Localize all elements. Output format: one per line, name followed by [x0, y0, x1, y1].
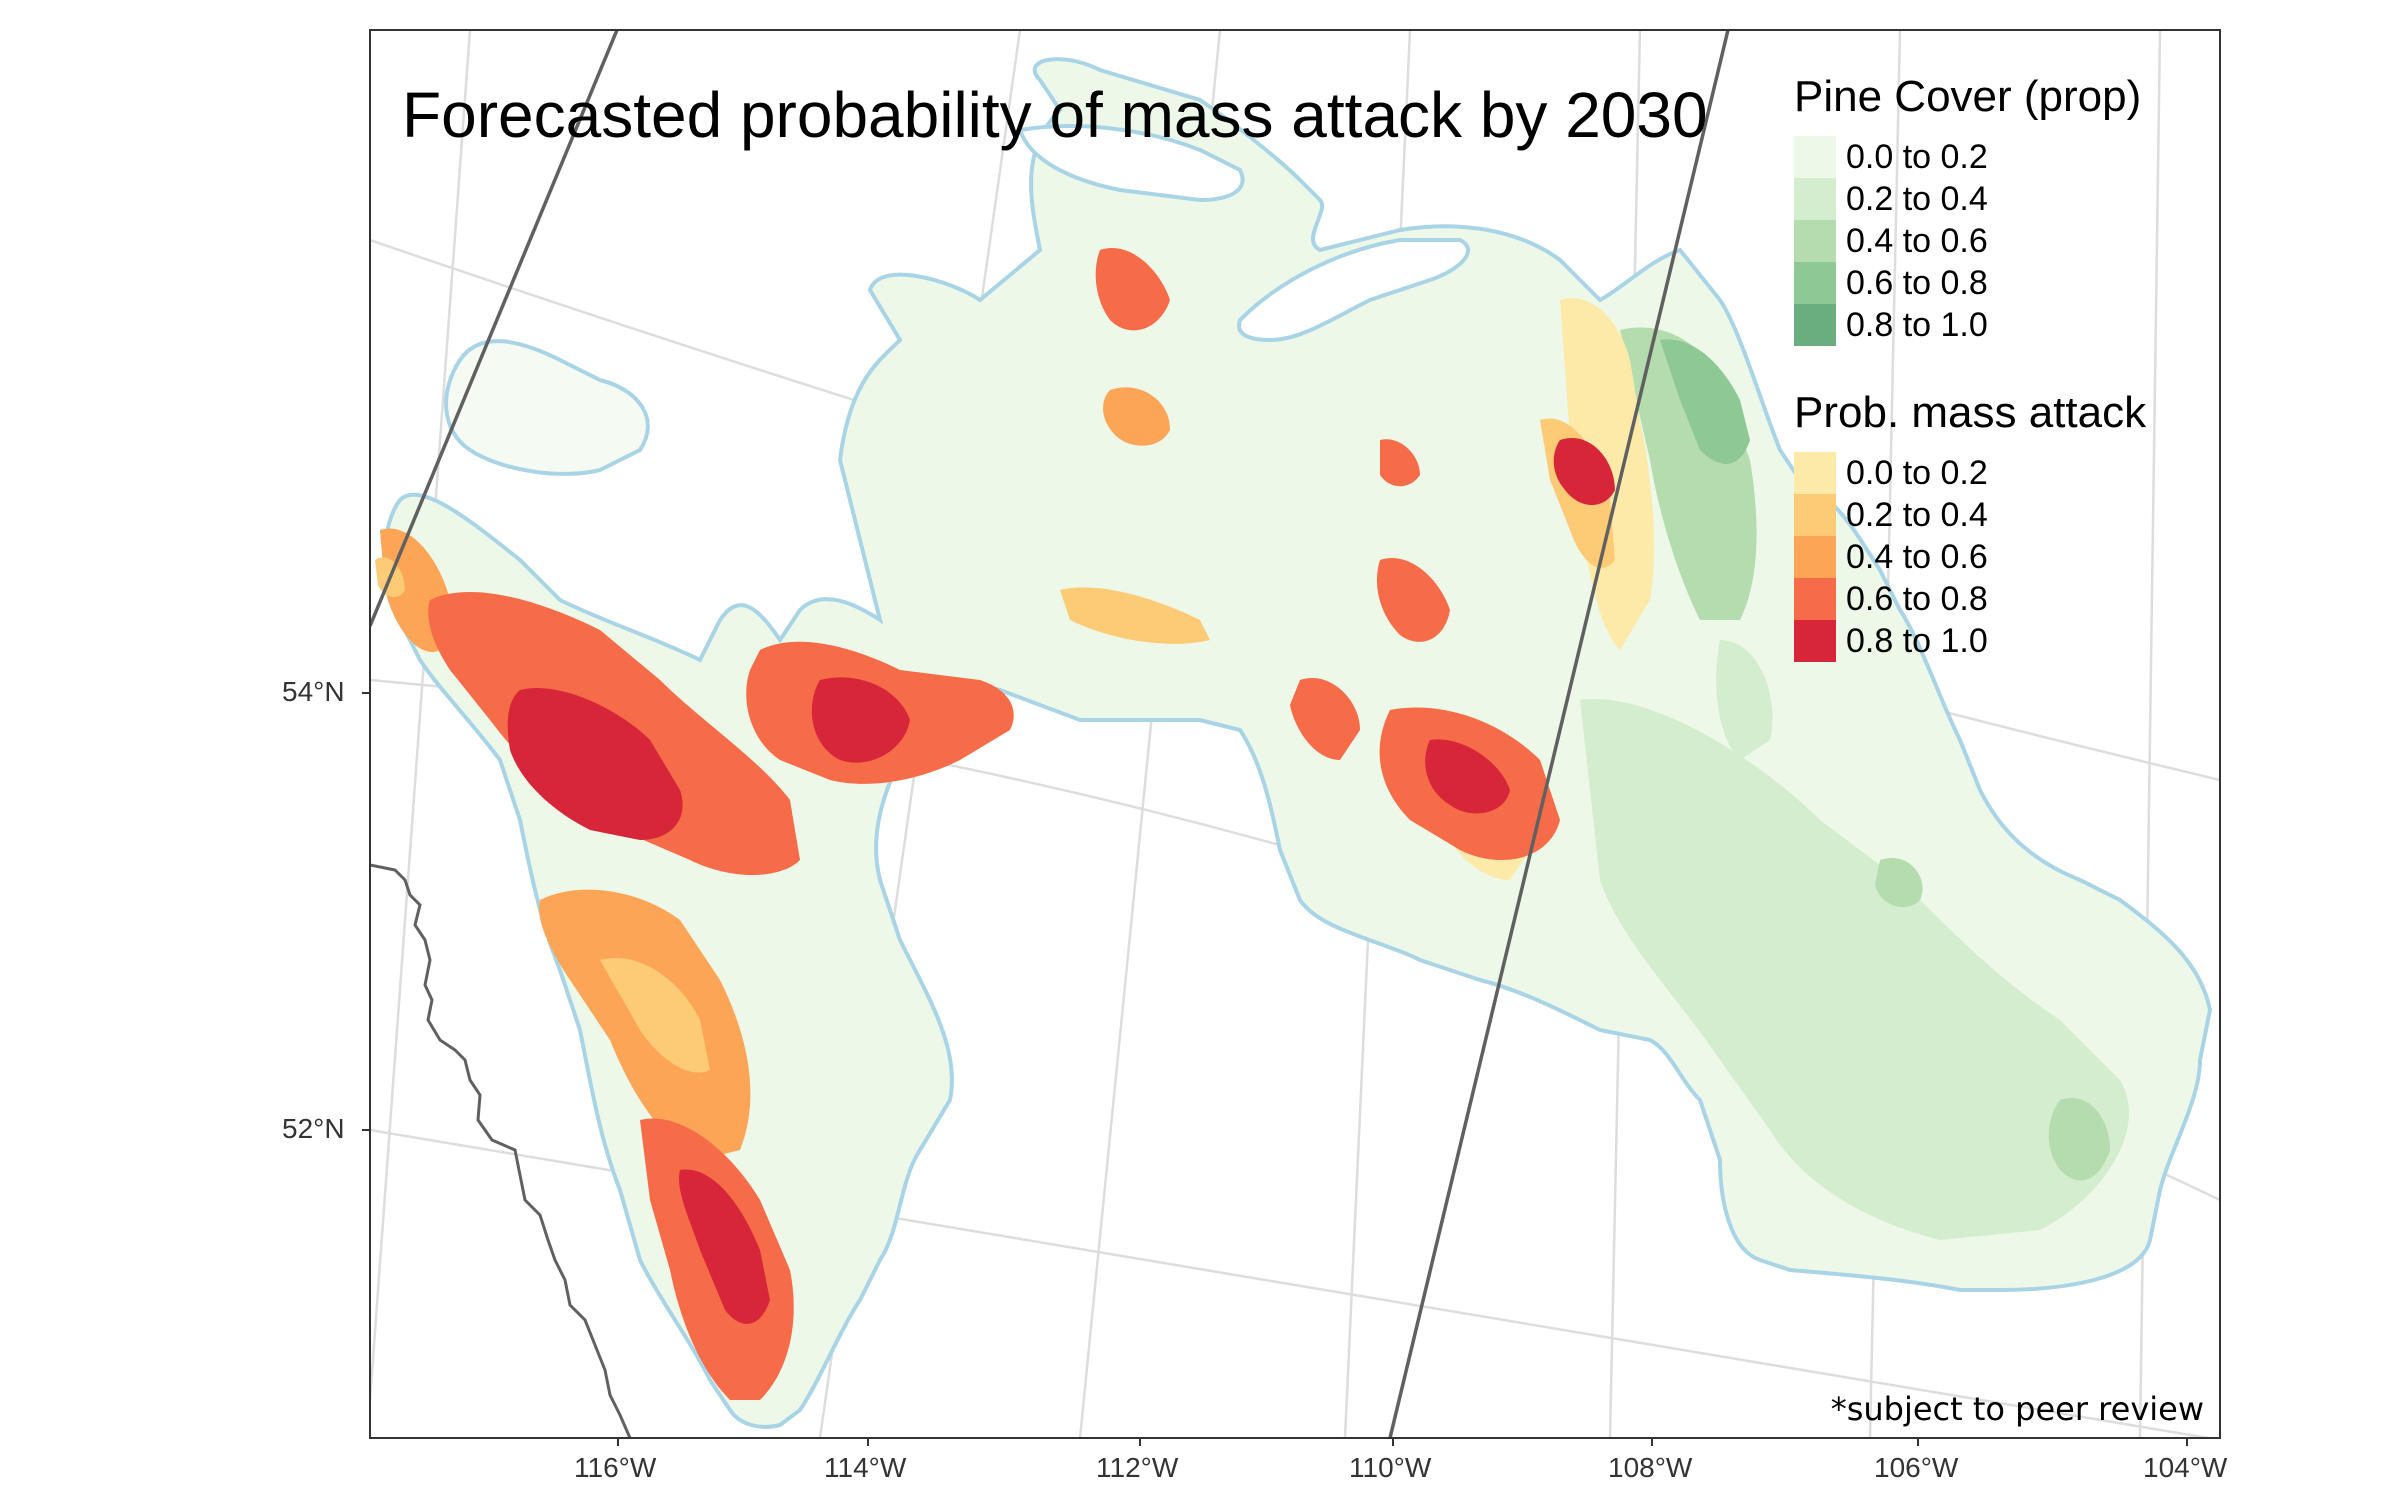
lon-label-112w: 112°W [1096, 1452, 1179, 1483]
legend-attack-item: 0.0 to 0.2 [1794, 452, 2146, 494]
study-area-north-patch [444, 339, 650, 476]
legend-label: 0.4 to 0.6 [1846, 537, 1988, 576]
legend-swatch [1794, 304, 1836, 346]
legend-label: 0.0 to 0.2 [1846, 453, 1988, 492]
zone-line-east [1388, 30, 1730, 1438]
map-title: Forecasted probability of mass attack by… [402, 79, 1708, 151]
lon-label-108w: 108°W [1608, 1452, 1693, 1483]
zone-line-west [370, 30, 619, 627]
legend-pine-item: 0.8 to 1.0 [1794, 304, 2141, 346]
lon-label-110w: 110°W [1349, 1452, 1432, 1483]
legend-swatch [1794, 494, 1836, 536]
legend-swatch [1794, 620, 1836, 662]
lon-label-114w: 114°W [824, 1452, 907, 1483]
legend-swatch [1794, 136, 1836, 178]
legend-mass-attack: Prob. mass attack 0.0 to 0.2 0.2 to 0.4 … [1794, 388, 2146, 662]
lon-label-116w: 116°W [574, 1452, 657, 1483]
legend-label: 0.6 to 0.8 [1846, 579, 1988, 618]
legend-pine-item: 0.0 to 0.2 [1794, 136, 2141, 178]
legend-attack-item: 0.4 to 0.6 [1794, 536, 2146, 578]
legend-label: 0.2 to 0.4 [1846, 179, 1988, 218]
legend-label: 0.8 to 1.0 [1846, 621, 1988, 660]
legend-swatch [1794, 178, 1836, 220]
attack-high-patches [428, 248, 1615, 1400]
legend-swatch [1794, 578, 1836, 620]
legend-label: 0.8 to 1.0 [1846, 305, 1988, 344]
legend-attack-item: 0.8 to 1.0 [1794, 620, 2146, 662]
legend-attack-item: 0.2 to 0.4 [1794, 494, 2146, 536]
legend-swatch [1794, 452, 1836, 494]
pine-cover-patches [1580, 327, 2129, 1240]
legend-swatch [1794, 536, 1836, 578]
legend-label: 0.4 to 0.6 [1846, 221, 1988, 260]
legend-pine-cover: Pine Cover (prop) 0.0 to 0.2 0.2 to 0.4 … [1794, 72, 2141, 346]
legend-pine-item: 0.2 to 0.4 [1794, 178, 2141, 220]
provincial-boundary [370, 863, 632, 1438]
legend-attack-item: 0.6 to 0.8 [1794, 578, 2146, 620]
lat-label-52n: 52°N [282, 1113, 345, 1144]
lat-label-54n: 54°N [282, 676, 345, 707]
legend-label: 0.2 to 0.4 [1846, 495, 1988, 534]
legend-pine-item: 0.6 to 0.8 [1794, 262, 2141, 304]
legend-label: 0.0 to 0.2 [1846, 137, 1988, 176]
legend-swatch [1794, 220, 1836, 262]
lake-outline-north [1017, 124, 1245, 203]
axis-ticks [362, 692, 2188, 1446]
peer-review-note: *subject to peer review [1830, 1390, 2204, 1428]
panel-border [369, 29, 2221, 1439]
lon-label-104w: 104°W [2143, 1452, 2228, 1483]
lake-outline [1237, 238, 1470, 343]
legend-pine-item: 0.4 to 0.6 [1794, 220, 2141, 262]
lon-label-106w: 106°W [1874, 1452, 1959, 1483]
legend-attack-title: Prob. mass attack [1794, 388, 2147, 437]
legend-swatch [1794, 262, 1836, 304]
legend-pine-title: Pine Cover (prop) [1794, 72, 2142, 121]
legend-label: 0.6 to 0.8 [1846, 263, 1988, 302]
